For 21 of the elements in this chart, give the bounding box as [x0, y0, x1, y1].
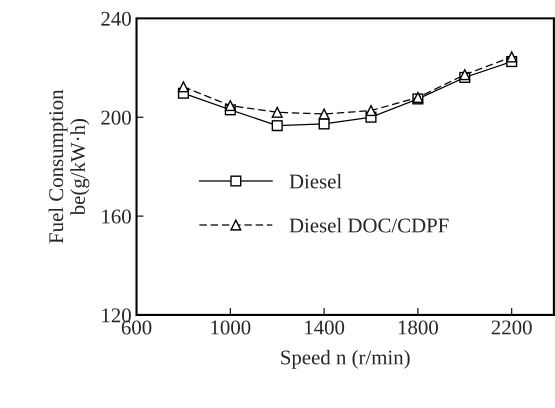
- legend-label: Diesel: [290, 174, 342, 188]
- point: [318, 118, 330, 130]
- y-tick-label: 120: [102, 308, 131, 322]
- y-tick-label: 200: [101, 110, 131, 125]
- legend-label: Diesel DOC/CDPF: [290, 218, 449, 233]
- x-tick-label: 600: [122, 320, 152, 334]
- x-tick-label: 1400: [305, 320, 344, 334]
- point: [272, 106, 283, 118]
- x-tick-label: 1800: [398, 320, 438, 334]
- point: [224, 100, 236, 112]
- point: [178, 81, 189, 92]
- point: [272, 120, 283, 132]
- x-axis-title: Speed n (r/min): [281, 350, 410, 369]
- x-tick-label: 2200: [492, 320, 532, 334]
- point: [365, 105, 377, 116]
- y-tick-label: 240: [101, 12, 131, 26]
- y-axis-title: Fuel Consumption be(g/kW·h): [48, 90, 90, 244]
- point: [506, 51, 518, 62]
- y-tick-label: 160: [102, 209, 131, 224]
- point: [459, 69, 470, 80]
- x-tick-label: 1000: [211, 320, 250, 334]
